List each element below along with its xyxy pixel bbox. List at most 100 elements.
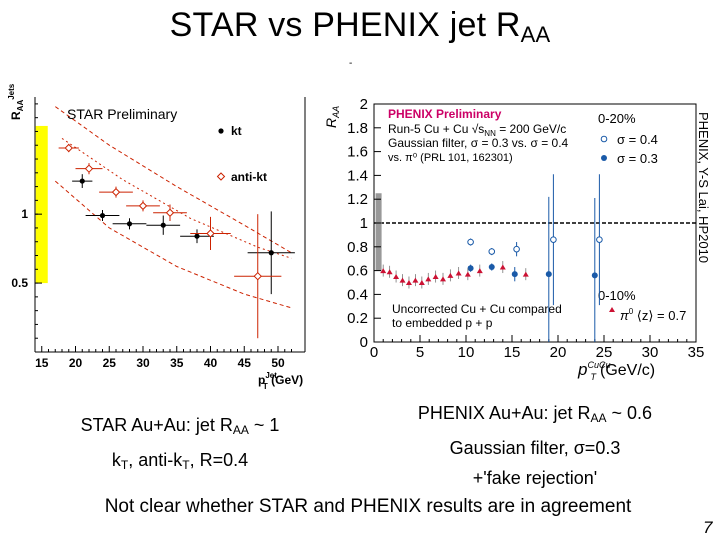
phenix-y-tick-label: 0.2	[347, 310, 368, 327]
star-x-tick-label: 40	[204, 356, 218, 370]
phenix-point-sigma04	[467, 238, 474, 246]
phenix-point-pi0	[464, 271, 471, 277]
phenix-caption-line1: PHENIX Au+Au: jet RAA ~ 0.6	[417, 403, 653, 425]
star-y-axis-label: RAAJets	[7, 83, 25, 120]
star-y-tick-label: 0.5	[11, 276, 28, 290]
star-envelope-lower	[54, 180, 292, 309]
phenix-header-line2: Gaussian filter, σ = 0.3 vs. σ = 0.4	[388, 136, 569, 150]
page-number: 7	[703, 518, 713, 537]
phenix-caption-line2: Gaussian filter, σ=0.3	[449, 438, 621, 458]
star-legend-kt-symbol	[218, 128, 224, 134]
star-caption: STAR Au+Au: jet RAA ~ 1 kT, anti-kT, R=0…	[40, 410, 320, 480]
phenix-header: PHENIX Preliminary	[388, 107, 502, 121]
phenix-y-tick-label: 1.6	[347, 144, 368, 161]
star-legend-kt-label: kt	[231, 124, 242, 138]
star-point-kt	[194, 233, 200, 239]
phenix-x-axis-label: pCuCu T (GeV/c)	[577, 360, 655, 382]
phenix-note-line1: Uncorrected Cu + Cu compared	[392, 302, 562, 316]
phenix-point-pi0	[476, 268, 483, 274]
phenix-point-pi0	[386, 269, 393, 275]
star-point-antikt	[253, 271, 262, 281]
star-legend-antikt-label: anti-kt	[231, 170, 267, 184]
phenix-point-sigma03	[467, 265, 474, 272]
star-caption-line1: STAR Au+Au: jet RAA ~ 1	[80, 415, 280, 437]
phenix-x-tick-label: 0	[370, 344, 378, 361]
phenix-header-line1: Run-5 Cu + Cu √sNN = 200 GeV/c	[388, 122, 566, 138]
phenix-point-sigma04	[596, 236, 603, 243]
phenix-point-pi0	[412, 277, 419, 283]
star-point-kt	[160, 222, 166, 228]
star-envelope-upper	[55, 106, 292, 254]
star-point-antikt	[64, 143, 73, 153]
star-x-tick-label: 50	[271, 356, 285, 370]
phenix-legend-sigma03-label: σ = 0.3	[617, 151, 658, 166]
phenix-x-tick-label: 5	[416, 344, 424, 361]
phenix-x-tick-label: 30	[642, 344, 659, 361]
phenix-y-tick-label: 0	[360, 334, 368, 351]
star-point-antikt	[111, 187, 121, 197]
phenix-x-tick-label: 10	[458, 344, 475, 361]
phenix-legend-sigma04-symbol	[600, 135, 608, 143]
phenix-point-pi0	[425, 276, 432, 282]
star-x-tick-label: 35	[170, 356, 184, 370]
star-point-kt	[268, 250, 274, 256]
star-x-tick-label: 15	[35, 356, 49, 370]
phenix-point-pi0	[380, 268, 387, 274]
star-header: STAR Preliminary	[67, 106, 177, 122]
phenix-y-axis-label: RAA	[323, 106, 341, 128]
phenix-y-tick-label: 0.6	[347, 263, 368, 280]
phenix-y-tick-label: 0.4	[347, 286, 368, 303]
phenix-header-line3: vs. π⁰ (PRL 101, 162301)	[388, 152, 513, 164]
star-point-antikt	[165, 208, 175, 217]
phenix-x-tick-label: 25	[596, 344, 613, 361]
phenix-legend-pi0-symbol	[609, 307, 615, 312]
star-x-tick-label: 25	[103, 356, 117, 370]
phenix-point-pi0	[455, 270, 462, 276]
phenix-y-tick-label: 1.2	[347, 191, 368, 208]
phenix-point-pi0	[393, 274, 400, 280]
phenix-point-pi0	[405, 280, 412, 285]
star-point-antikt	[84, 164, 94, 173]
phenix-x-tick-label: 35	[688, 344, 705, 361]
phenix-credit: PHENIX, Y-S Lai, HP2010	[696, 112, 711, 264]
phenix-legend-sigma04-label: σ = 0.4	[617, 132, 658, 147]
phenix-point-sigma04	[513, 245, 520, 253]
star-point-antikt	[138, 201, 148, 211]
star-caption-line2: kT, anti-kT, R=0.4	[111, 450, 249, 472]
phenix-point-sigma04	[488, 248, 496, 255]
star-point-antikt	[206, 229, 215, 238]
star-y-tick-label: 1	[21, 207, 28, 221]
star-x-tick-label: 45	[238, 356, 252, 370]
phenix-point-sigma03	[545, 271, 552, 278]
phenix-centrality-bottom: 0-10%	[598, 288, 636, 303]
phenix-point-sigma03	[591, 272, 598, 279]
phenix-legend-pi0-label: π0 ⟨z⟩ = 0.7	[620, 307, 686, 323]
phenix-point-pi0	[440, 276, 446, 282]
phenix-x-tick-label: 15	[504, 344, 521, 361]
phenix-legend-sigma03-symbol	[601, 155, 607, 161]
phenix-caption-line3: +'fake rejection'	[472, 468, 598, 488]
phenix-caption: PHENIX Au+Au: jet RAA ~ 0.6 Gaussian fil…	[390, 398, 680, 493]
phenix-point-pi0	[418, 280, 425, 285]
conclusion-text: Not clear whether STAR and PHENIX result…	[104, 496, 632, 517]
slide-title: STAR vs PHENIX jet RAA	[0, 6, 720, 48]
star-x-axis-label: pJet T (GeV)	[258, 371, 303, 391]
phenix-grey-band	[375, 193, 382, 271]
phenix-centrality-top: 0-20%	[598, 111, 636, 126]
phenix-point-sigma04	[550, 236, 557, 243]
phenix-y-tick-label: 0.8	[347, 239, 368, 256]
phenix-point-sigma03	[511, 271, 518, 278]
phenix-point-pi0	[447, 272, 454, 278]
phenix-point-pi0	[499, 264, 506, 270]
star-point-kt	[79, 178, 85, 184]
phenix-y-tick-label: 1	[360, 215, 368, 232]
star-envelope-inner	[61, 137, 292, 259]
phenix-y-tick-label: 1.8	[347, 120, 368, 137]
phenix-point-pi0	[432, 274, 439, 280]
star-x-tick-label: 30	[136, 356, 150, 370]
star-point-kt	[126, 221, 133, 227]
phenix-note-line2: to embedded p + p	[392, 316, 493, 330]
star-yellow-band	[35, 125, 48, 284]
slide-title-sub: AA	[520, 22, 551, 47]
